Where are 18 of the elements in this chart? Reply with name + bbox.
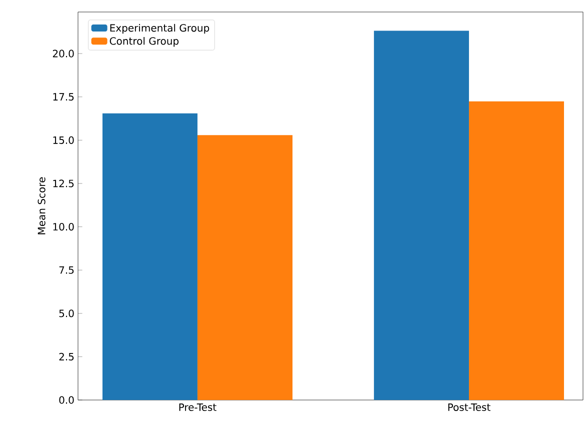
y-tick-label: 10.0 bbox=[53, 222, 74, 231]
y-tick-label: 20.0 bbox=[52, 50, 74, 58]
y-tick-label: 7.5 bbox=[59, 266, 74, 274]
bar bbox=[468, 101, 564, 400]
y-tick-label: 5.0 bbox=[59, 310, 74, 318]
legend-label: Experimental Group bbox=[110, 24, 210, 34]
y-axis-title: Mean Score bbox=[38, 177, 46, 234]
y-tick-label: 17.5 bbox=[53, 93, 74, 101]
x-tick-label: Post-Test bbox=[448, 404, 490, 411]
y-tick-label: 12.5 bbox=[53, 180, 74, 188]
x-tick-label: Pre-Test bbox=[179, 404, 216, 411]
bar bbox=[197, 135, 292, 400]
legend-label: Control Group bbox=[110, 37, 179, 47]
y-tick-label: 15.0 bbox=[53, 136, 74, 144]
bar bbox=[102, 113, 198, 400]
y-tick-label: 0.0 bbox=[59, 396, 74, 404]
bar bbox=[374, 30, 469, 400]
y-tick-label: 2.5 bbox=[59, 352, 74, 360]
